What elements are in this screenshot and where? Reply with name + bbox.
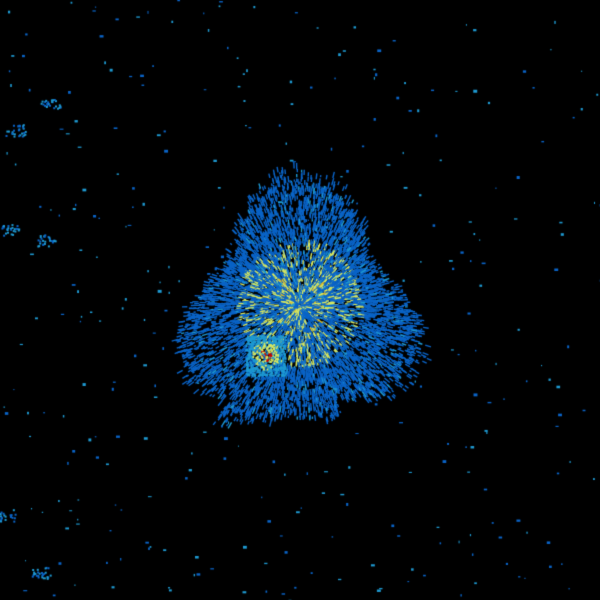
radar-reflectivity-image <box>0 0 600 600</box>
